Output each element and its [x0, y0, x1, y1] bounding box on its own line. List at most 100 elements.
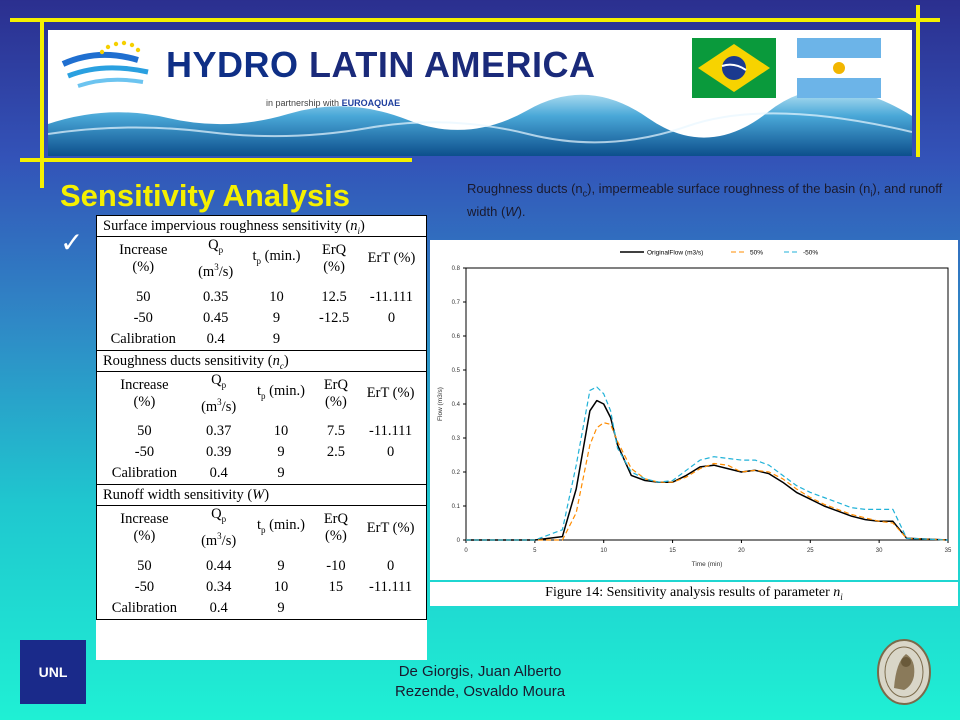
y-axis-label: Flow (m3/s)	[437, 387, 444, 421]
table-cell	[317, 598, 356, 619]
table-cell: Calibration	[111, 600, 178, 617]
checkmark-icon: ✓	[60, 227, 84, 258]
frame-line-mid	[20, 158, 412, 162]
author-line-2: Rezende, Osvaldo Moura	[394, 683, 566, 700]
legend-label: 50%	[750, 250, 763, 257]
y-tick-label: 0.8	[452, 266, 461, 272]
series-line-minus-50	[466, 386, 949, 541]
argentina-flag	[797, 38, 881, 98]
plot-area	[465, 267, 949, 541]
sensitivity-table: Increase (%) Qp (m3/s) tp (min.) ErQ (%) ErT (%…	[97, 506, 426, 619]
table-row: Calibration 0.4 9	[97, 329, 426, 350]
table-cell: -50	[134, 444, 155, 461]
column-header: tp (min.)	[257, 517, 306, 536]
table-cell: -11.111	[369, 423, 413, 440]
column-header: ErQ (%)	[323, 376, 348, 410]
x-tick-label: 25	[807, 548, 814, 554]
partnership-line: in partnership with EUROAQUAE	[266, 98, 401, 108]
table-row: Calibration 0.4 9	[97, 598, 426, 619]
table-cell: 2.5	[326, 444, 345, 461]
series-line-original	[466, 399, 949, 541]
table-row: -50 0.34 10 15 -11.111	[97, 577, 426, 598]
table-cell: 0.44	[205, 558, 232, 575]
table-row: 50 0.37 10 7.5 -11.111	[97, 415, 426, 442]
y-tick-label: 0.6	[452, 334, 461, 340]
table-cell: 7.5	[326, 423, 345, 440]
table-cell: -11.111	[369, 288, 414, 305]
x-axis-label: Time (min)	[692, 561, 723, 568]
sensitivity-section: Runoff width sensitivity (W) Increase (%) Q…	[96, 484, 427, 621]
x-tick-label: 0	[464, 548, 468, 554]
hydro-logo-icon	[61, 40, 149, 88]
table-cell	[355, 598, 426, 619]
figure-caption: Figure 14: Sensitivity analysis results …	[430, 582, 958, 606]
table-cell: 0	[386, 558, 395, 575]
sensitivity-chart: 0 0.1 0.2 0.3 0.4 0.5 0.6 0.7 0.8 0 5 10 15 20 25 30 35 T…	[430, 240, 958, 580]
brazil-flag	[692, 38, 776, 98]
table-cell: 0.45	[202, 309, 229, 326]
y-tick-label: 0.2	[452, 470, 461, 476]
column-header: ErT (%)	[366, 519, 415, 536]
y-tick-label: 0.4	[452, 402, 461, 408]
table-cell: 0.4	[209, 600, 228, 617]
frame-line-top	[10, 18, 940, 22]
author-line-1: De Giorgis, Juan Alberto	[398, 663, 562, 680]
intro-text: Roughness ducts (nc), impermeable surfac…	[467, 181, 943, 219]
table-row: -50 0.45 9 -12.5 0	[97, 308, 426, 329]
table-cell: 9	[272, 330, 281, 347]
column-header: ErT (%)	[366, 385, 415, 402]
chart-svg: 0 0.1 0.2 0.3 0.4 0.5 0.6 0.7 0.8 0 5 10 15 20 25 30 35 T…	[437, 250, 952, 569]
section-title: Roughness ducts sensitivity (nc)	[97, 351, 426, 372]
table-cell: 50	[137, 558, 152, 575]
table-cell	[311, 329, 357, 350]
table-cell: 10	[269, 288, 284, 305]
table-cell: 0.39	[205, 444, 232, 461]
column-header: tp (min.)	[257, 382, 306, 401]
column-header: ErQ (%)	[323, 511, 348, 545]
section-title: Surface impervious roughness sensitivity…	[97, 216, 426, 237]
university-seal-icon	[877, 639, 931, 705]
column-header: Increase (%)	[120, 511, 169, 545]
y-tick-label: 0	[457, 538, 461, 544]
x-tick-label: 30	[876, 548, 883, 554]
table-row: 50 0.44 9 -10 0	[97, 550, 426, 577]
sensitivity-tables: Surface impervious roughness sensitivity…	[96, 215, 427, 660]
table-cell: -12.5	[318, 309, 350, 326]
logo-word-hydro: HYDRO	[166, 44, 299, 85]
sensitivity-section: Roughness ducts sensitivity (nc) Increase…	[96, 349, 427, 485]
table-cell: 50	[137, 423, 152, 440]
sensitivity-table: Increase (%) Qp (m3/s) tp (min.) ErQ (%) ErT (%…	[97, 372, 426, 485]
table-cell: 15	[328, 579, 344, 596]
table-cell: 10	[273, 579, 289, 596]
y-tick-label: 0.1	[452, 504, 461, 510]
column-header: tp (min.)	[252, 247, 301, 266]
column-header: Qp (m3/s)	[201, 506, 237, 550]
table-cell: 0.4	[209, 465, 228, 482]
table-cell	[357, 329, 426, 350]
table-cell: 0	[386, 444, 395, 461]
column-header: Qp (m3/s)	[201, 371, 237, 415]
table-row: Calibration 0.4 9	[97, 463, 426, 484]
header-banner: HYDRO LATIN AMERICA in partnership with …	[48, 30, 912, 156]
y-tick-label: 0.7	[452, 300, 461, 306]
column-header: Qp (m3/s)	[198, 237, 234, 280]
section-title: Runoff width sensitivity (W)	[97, 485, 426, 507]
slide-title: Sensitivity Analysis	[60, 178, 351, 213]
column-header: ErQ (%)	[322, 241, 347, 275]
x-tick-label: 15	[669, 548, 676, 554]
table-cell: -50	[133, 309, 153, 326]
table-cell: 0.4	[206, 330, 225, 347]
x-tick-label: 35	[945, 548, 952, 554]
x-tick-label: 10	[600, 548, 607, 554]
legend-label: -50%	[803, 250, 818, 257]
sensitivity-section: Surface impervious roughness sensitivity…	[96, 215, 427, 350]
table-cell: 10	[273, 423, 289, 440]
table-cell: -10	[326, 558, 346, 575]
table-row: -50 0.39 9 2.5 0	[97, 442, 426, 463]
frame-line-left	[40, 18, 44, 188]
table-cell: 0.35	[202, 288, 229, 305]
water-splash-image	[48, 94, 912, 156]
sensitivity-table: Increase (%) Qp (m3/s) tp (min.) ErQ (%) ErT (%…	[97, 237, 426, 350]
frame-line-right	[916, 5, 920, 157]
table-cell: Calibration	[111, 465, 178, 482]
